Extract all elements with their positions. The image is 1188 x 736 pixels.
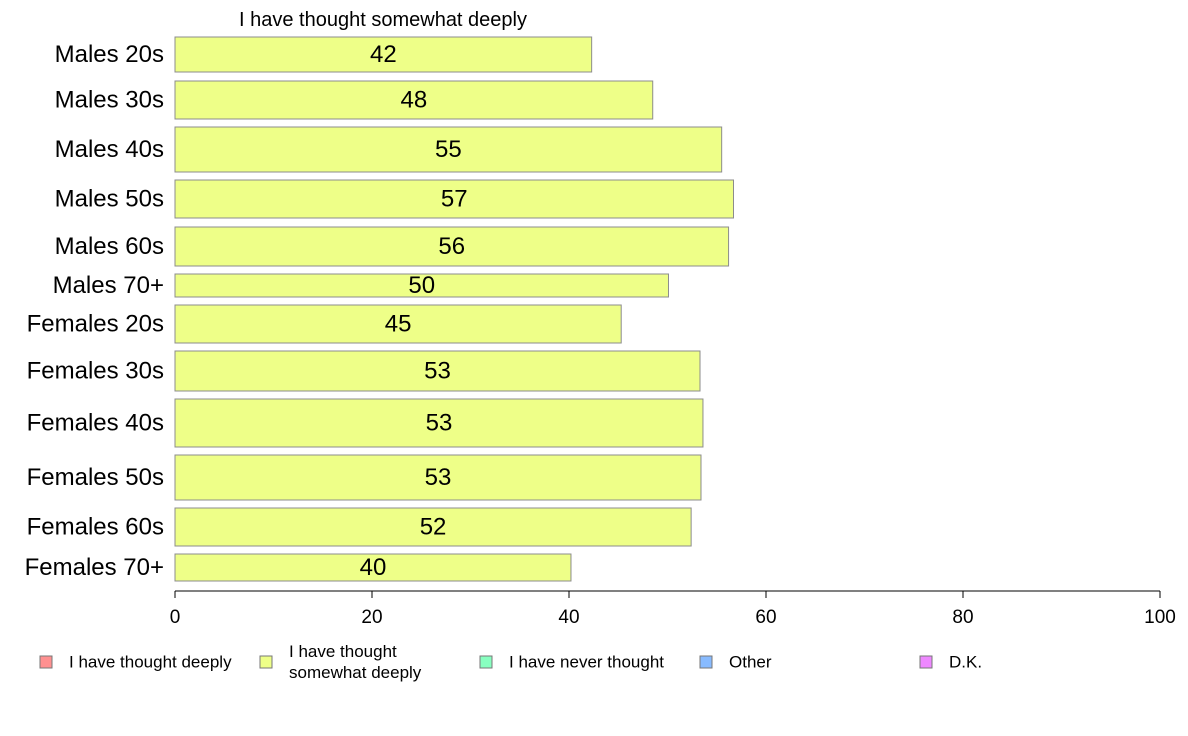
legend-swatch [259,655,273,669]
legend-label: D.K. [949,653,982,672]
x-tick-label: 60 [755,607,776,628]
bar-value-label: 42 [370,41,397,68]
legend-label: I have thought deeply [69,653,232,672]
category-label: Females 60s [27,514,164,541]
bar-value-label: 53 [424,358,451,385]
category-label: Females 70+ [25,554,164,581]
bar [174,179,734,219]
bars-group: 42 Males 20s 48 Males 30s 55 Males 40s 57 Males… [25,36,734,582]
category-label: Females 20s [27,311,164,338]
category-label: Males 40s [55,136,164,163]
legend-label: I have thought [289,642,397,661]
bar-value-label: 53 [426,410,453,437]
category-label: Males 30s [55,87,164,114]
category-label: Males 70+ [53,272,164,299]
x-tick-label: 40 [558,607,579,628]
legend-label: Other [729,653,772,672]
bar [174,350,701,392]
bar [174,36,593,73]
bar-value-label: 45 [385,311,412,338]
bar-value-label: 53 [425,464,452,491]
bar-value-label: 57 [441,186,468,213]
bar [174,553,572,582]
category-label: Females 30s [27,358,164,385]
legend-swatch [479,655,493,669]
legend-label: somewhat deeply [289,663,422,682]
bar [174,507,692,547]
bar-value-label: 56 [438,233,465,260]
x-tick-label: 20 [361,607,382,628]
bar [174,273,669,298]
bar [174,454,702,501]
x-tick-label: 100 [1144,607,1176,628]
legend-swatch [699,655,713,669]
legend: I have thought deeply I have thought somew… [39,642,982,682]
bar-value-label: 48 [401,87,428,114]
bar-value-label: 40 [360,554,387,581]
category-label: Males 60s [55,233,164,260]
bar [174,304,622,344]
category-label: Males 50s [55,186,164,213]
legend-swatch [919,655,933,669]
bar [174,126,723,173]
chart-title: I have thought somewhat deeply [239,9,527,31]
category-label: Males 20s [55,41,164,68]
category-label: Females 50s [27,464,164,491]
legend-label: I have never thought [509,653,664,672]
x-tick-label: 0 [170,607,181,628]
bar-value-label: 52 [420,514,447,541]
bar-value-label: 55 [435,136,462,163]
bar [174,80,654,120]
x-tick-label: 80 [952,607,973,628]
x-axis: 0 20 40 60 80 100 [170,590,1176,628]
bar [174,398,704,448]
bar-value-label: 50 [408,272,435,299]
category-label: Females 40s [27,410,164,437]
legend-swatch [39,655,53,669]
bar [174,226,730,267]
